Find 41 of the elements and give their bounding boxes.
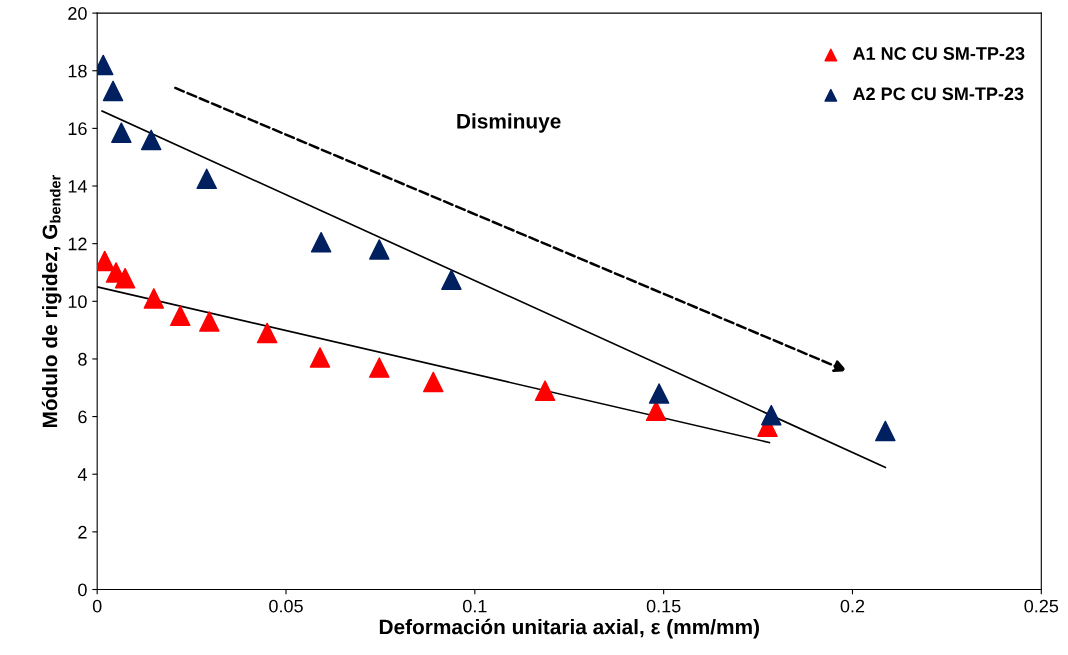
y-tick-label: 0	[78, 583, 87, 597]
point	[140, 129, 162, 151]
annotation: Disminuye	[457, 113, 561, 133]
point	[111, 122, 132, 143]
y-tick-label: 6	[78, 410, 87, 424]
point	[441, 269, 462, 290]
point	[761, 404, 782, 426]
x-axis-title: Deformación unitaria axial, ε (mm/mm)	[379, 618, 759, 639]
legend-label: A2 PC CU SM-TP-23	[852, 87, 1024, 101]
y-tick-label: 8	[78, 352, 87, 366]
point	[875, 420, 896, 442]
y-tick-label: 14	[68, 180, 87, 193]
x-tick-label: 0.15	[646, 599, 681, 613]
point	[143, 288, 165, 309]
y-tick-label: 12	[68, 237, 87, 251]
point	[196, 168, 217, 190]
point	[369, 357, 390, 378]
y-tick-label: 16	[68, 122, 87, 136]
y-axis-title: Módulo de rigidez, G$_{bender}$	[41, 175, 62, 428]
point	[199, 311, 220, 332]
point	[310, 231, 332, 253]
y-tick-label: 4	[77, 468, 87, 481]
y-tick-label: 10	[68, 295, 87, 309]
x-tick-label: 0.1	[462, 599, 487, 613]
point	[309, 347, 331, 368]
y-tick-label: 20	[68, 7, 87, 20]
point	[369, 239, 390, 260]
x-tick-label: 0.05	[269, 599, 303, 613]
point	[423, 371, 444, 393]
y-tick-label: 18	[68, 64, 87, 78]
point	[534, 380, 556, 401]
point	[114, 267, 136, 289]
point	[102, 80, 124, 102]
legend-label: A1 NC CU SM-TP-23	[852, 47, 1025, 60]
point	[170, 305, 191, 326]
point	[256, 322, 278, 344]
x-tick-label: 0	[92, 599, 102, 613]
point	[648, 383, 670, 404]
y-tick-label: 2	[78, 525, 87, 539]
x-tick-label: 0.25	[1024, 599, 1059, 613]
x-tick-label: 0.2	[840, 599, 865, 613]
